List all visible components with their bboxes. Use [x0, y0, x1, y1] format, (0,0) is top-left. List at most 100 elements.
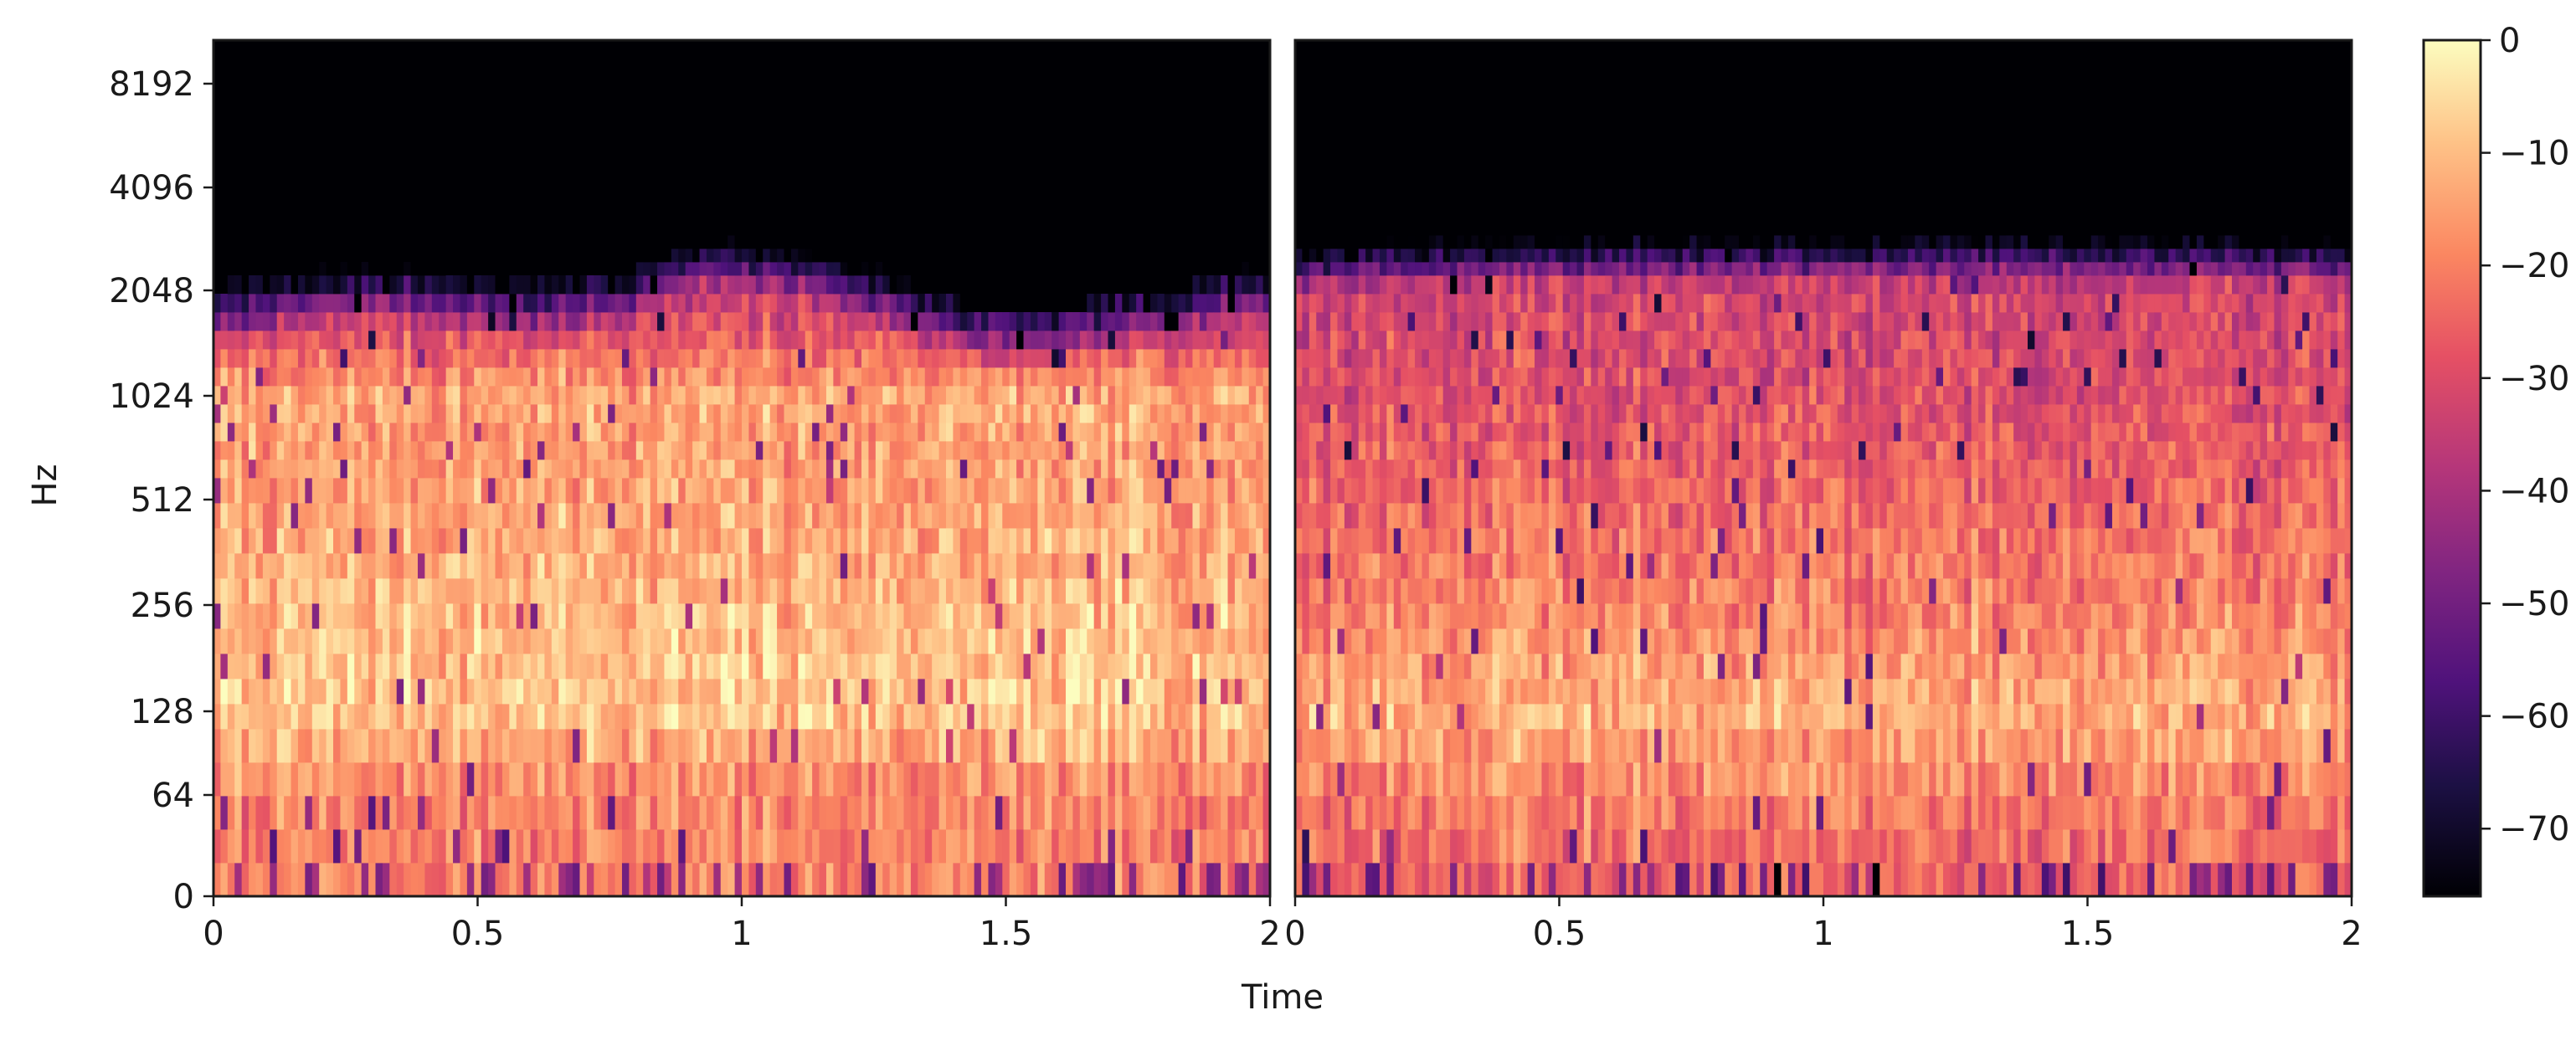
spectrogram-cell [1044, 729, 1052, 763]
spectrogram-cell [664, 235, 672, 249]
spectrogram-cell [1358, 386, 1366, 405]
spectrogram-cell [924, 459, 933, 479]
spectrogram-cell [276, 829, 285, 864]
spectrogram-cell [1093, 704, 1102, 730]
spectrogram-cell [713, 367, 722, 387]
spectrogram-cell [798, 503, 806, 529]
spectrogram-cell [1506, 235, 1514, 249]
spectrogram-cell [692, 459, 701, 479]
spectrogram-cell [882, 459, 891, 479]
spectrogram-cell [959, 796, 968, 830]
spectrogram-cell [1002, 628, 1010, 654]
spectrogram-cell [241, 628, 249, 654]
spectrogram-cell [1386, 628, 1395, 654]
spectrogram-cell [706, 478, 714, 504]
spectrogram-cell [354, 796, 362, 830]
spectrogram-cell [671, 404, 679, 423]
spectrogram-cell [573, 829, 581, 864]
spectrogram-cell [769, 367, 778, 387]
spectrogram-cell [790, 729, 799, 763]
spectrogram-cell [678, 294, 686, 313]
spectrogram-cell [1492, 235, 1500, 249]
spectrogram-cell [1344, 729, 1352, 763]
spectrogram-cell [1037, 628, 1046, 654]
spectrogram-cell [1450, 294, 1458, 313]
spectrogram-cell [1401, 553, 1409, 579]
spectrogram-cell [1478, 829, 1486, 864]
spectrogram-cell [1037, 423, 1046, 442]
spectrogram-cell [1199, 503, 1207, 529]
spectrogram-cell [573, 603, 581, 629]
spectrogram-cell [798, 863, 806, 897]
spectrogram-cell [742, 423, 750, 442]
spectrogram-cell [501, 441, 510, 460]
spectrogram-cell [995, 331, 1003, 350]
spectrogram-cell [1485, 262, 1494, 276]
spectrogram-cell [1351, 349, 1360, 368]
spectrogram-cell [1323, 603, 1331, 629]
spectrogram-cell [1492, 762, 1500, 797]
spectrogram-cell [918, 367, 926, 387]
spectrogram-cell [1206, 704, 1215, 730]
spectrogram-cell [1037, 459, 1046, 479]
spectrogram-cell [1351, 578, 1360, 604]
spectrogram-cell [213, 679, 222, 705]
spectrogram-cell [1520, 628, 1529, 654]
spectrogram-cell [692, 704, 701, 730]
spectrogram-cell [417, 528, 425, 554]
spectrogram-cell [558, 503, 567, 529]
spectrogram-cell [466, 423, 475, 442]
spectrogram-cell [1295, 331, 1303, 350]
spectrogram-cell [854, 553, 862, 579]
spectrogram-cell [347, 459, 355, 479]
spectrogram-cell [882, 628, 891, 654]
spectrogram-cell [643, 578, 651, 604]
spectrogram-cell [706, 441, 714, 460]
spectrogram-cell [537, 603, 546, 629]
spectrogram-cell [664, 503, 672, 529]
spectrogram-cell [495, 679, 503, 705]
spectrogram-cell [1442, 249, 1451, 263]
spectrogram-cell [382, 423, 390, 442]
spectrogram-cell [1221, 331, 1229, 350]
spectrogram-cell [241, 312, 249, 331]
spectrogram-cell [1506, 249, 1514, 263]
spectrogram-cell [692, 863, 701, 897]
spectrogram-cell [664, 729, 672, 763]
spectrogram-cell [1199, 863, 1207, 897]
spectrogram-cell [1365, 222, 1374, 236]
spectrogram-cell [594, 628, 602, 654]
spectrogram-cell [699, 294, 707, 313]
spectrogram-cell [1372, 553, 1381, 579]
spectrogram-cell [1450, 331, 1458, 350]
spectrogram-cell [728, 796, 736, 830]
spectrogram-cell [657, 654, 666, 679]
spectrogram-cell [1351, 386, 1360, 405]
spectrogram-cell [481, 578, 489, 604]
spectrogram-cell [284, 312, 292, 331]
spectrogram-cell [748, 404, 757, 423]
spectrogram-cell [594, 528, 602, 554]
spectrogram-cell [897, 404, 905, 423]
spectrogram-cell [1213, 294, 1221, 313]
spectrogram-cell [1149, 478, 1158, 504]
spectrogram-cell [1248, 528, 1257, 554]
spectrogram-cell [1393, 349, 1401, 368]
spectrogram-cell [903, 553, 912, 579]
spectrogram-cell [692, 312, 701, 331]
spectrogram-cell [1415, 553, 1423, 579]
spectrogram-cell [1072, 441, 1081, 460]
spectrogram-cell [755, 222, 764, 236]
spectrogram-cell [932, 704, 940, 730]
spectrogram-cell [657, 404, 666, 423]
spectrogram-cell [460, 553, 468, 579]
spectrogram-cell [1428, 654, 1437, 679]
spectrogram-cell [396, 553, 404, 579]
spectrogram-cell [404, 553, 412, 579]
spectrogram-cell [1372, 503, 1381, 529]
spectrogram-cell [1114, 603, 1123, 629]
spectrogram-cell [220, 704, 229, 730]
spectrogram-cell [897, 829, 905, 864]
spectrogram-cell [1309, 628, 1317, 654]
spectrogram-cell [728, 312, 736, 331]
